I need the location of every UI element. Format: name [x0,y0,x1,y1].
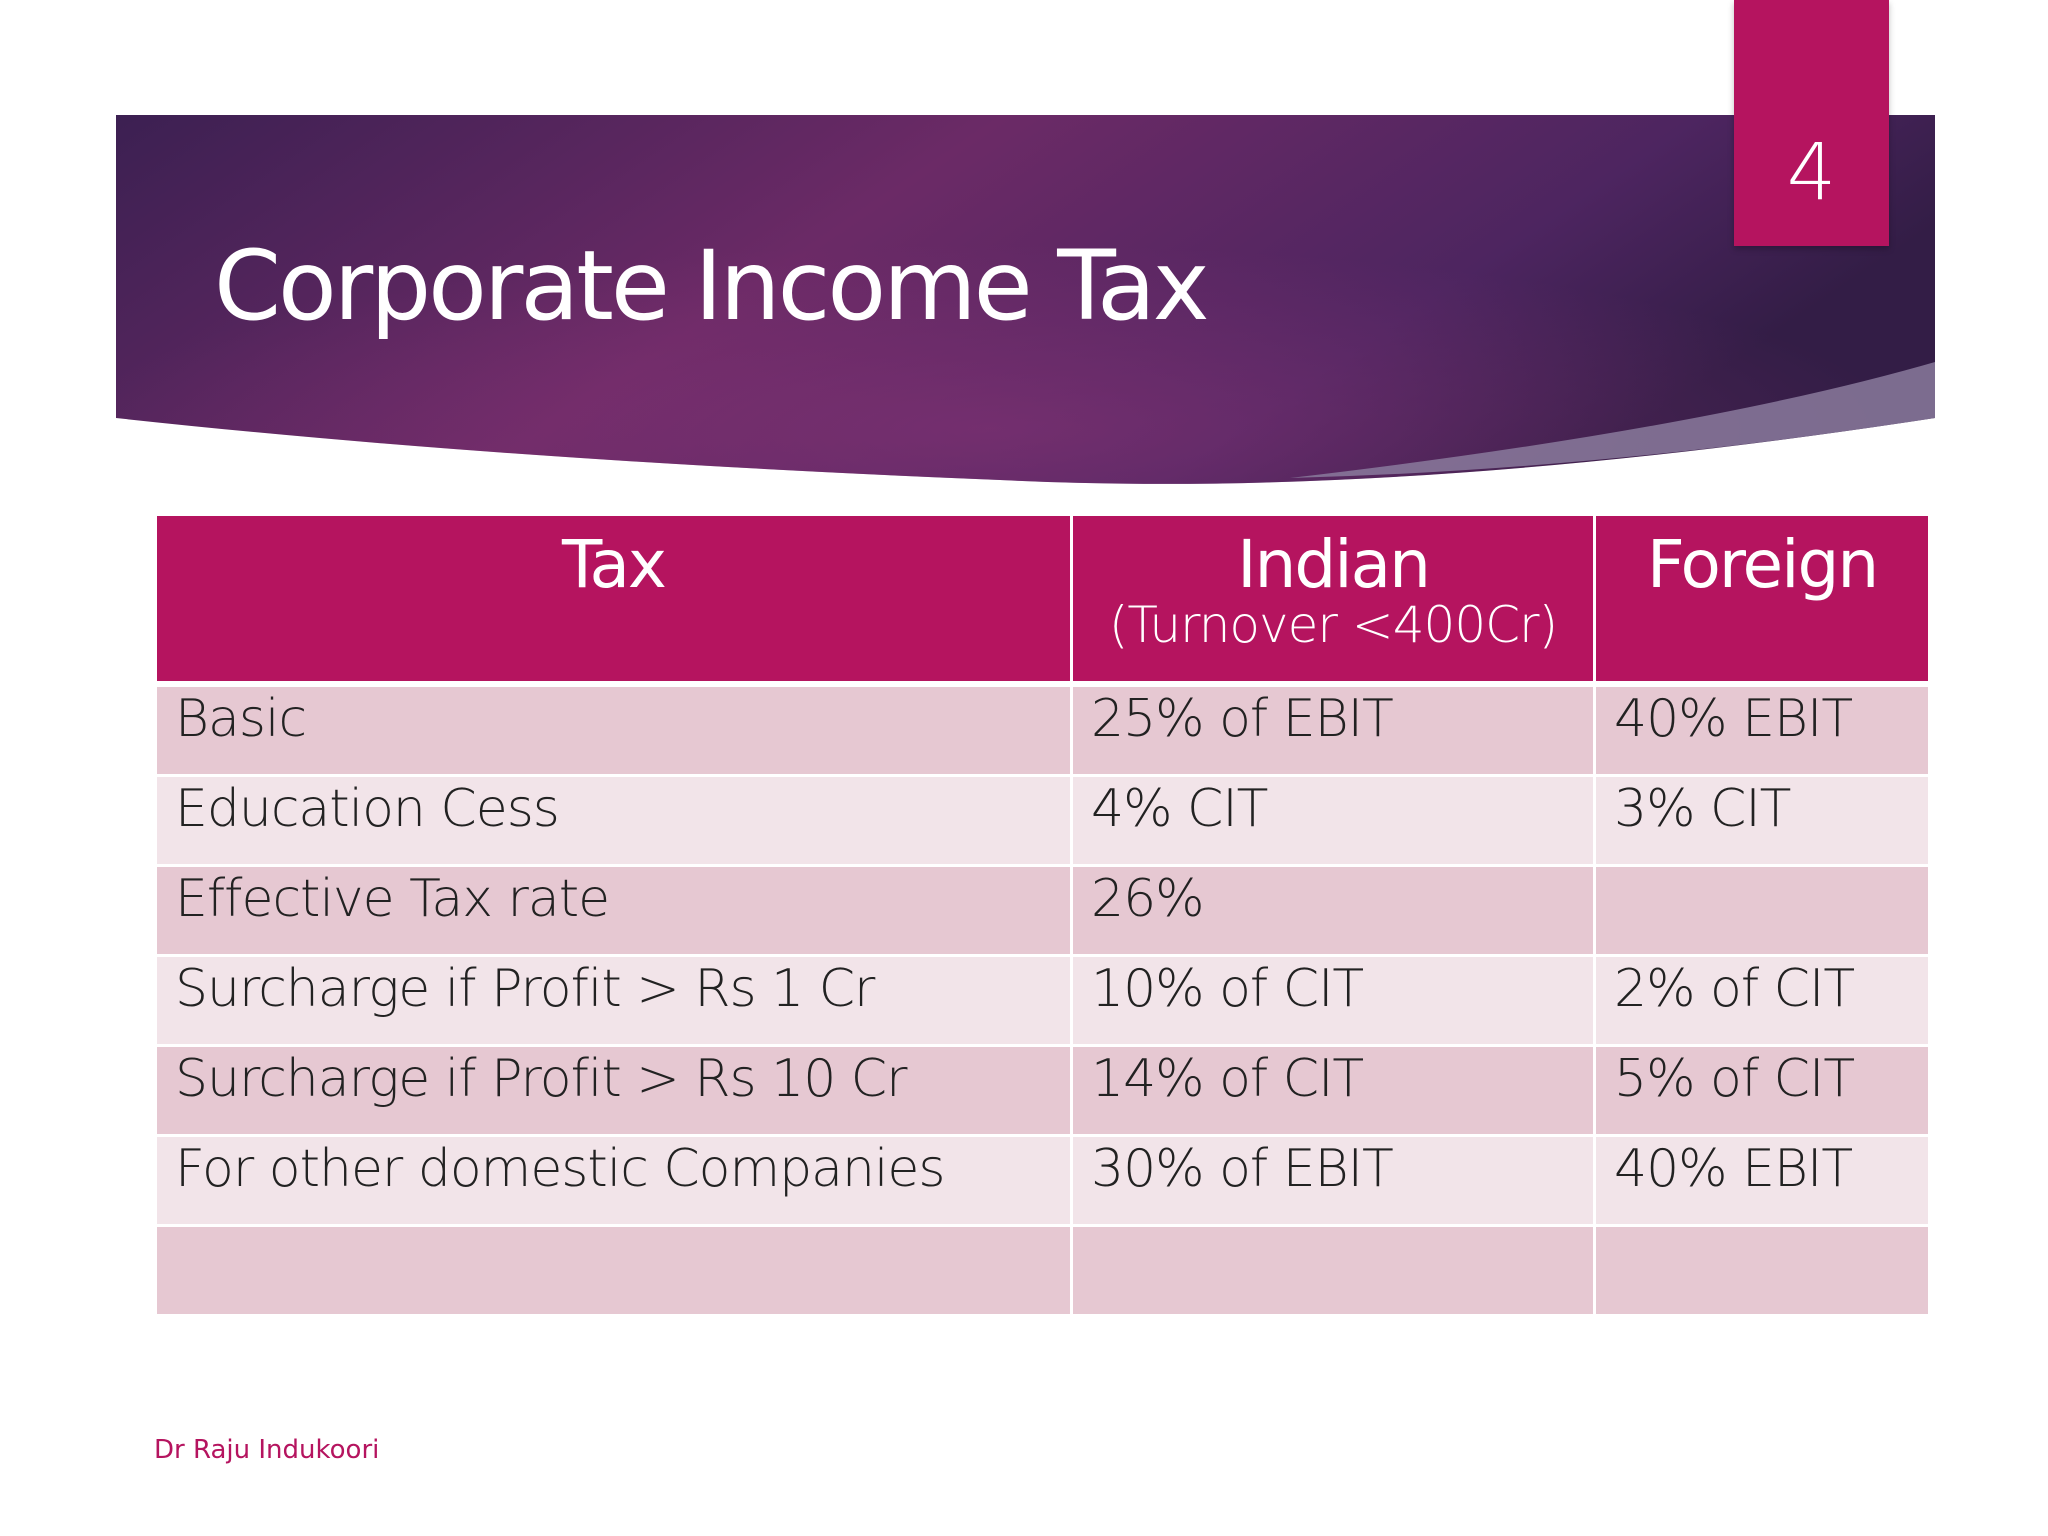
indian-value: 14% of CIT [1070,1044,1596,1137]
author-footer: Dr Raju Indukoori [154,1435,380,1465]
table-row: For other domestic Companies 30% of EBIT… [154,1134,1931,1227]
foreign-value: 40% EBIT [1593,1134,1931,1227]
foreign-value: 5% of CIT [1593,1044,1931,1137]
header-tax-label: Tax [562,526,667,603]
page-number-tab: 4 [1734,0,1889,246]
row-label: Surcharge if Profit > Rs 10 Cr [154,1044,1073,1137]
header-indian-sublabel: (Turnover <400Cr) [1108,596,1558,654]
header-tax: Tax [154,513,1073,687]
table-row: Basic 25% of EBIT 40% EBIT [154,682,1931,777]
table-row: Surcharge if Profit > Rs 1 Cr 10% of CIT… [154,954,1931,1047]
row-label: Surcharge if Profit > Rs 1 Cr [154,954,1073,1047]
row-label: Education Cess [154,774,1073,867]
indian-value: 10% of CIT [1070,954,1596,1047]
indian-value: 4% CIT [1070,774,1596,867]
header-foreign: Foreign [1593,513,1931,687]
indian-value [1070,1224,1596,1317]
foreign-value: 2% of CIT [1593,954,1931,1047]
foreign-value: 3% CIT [1593,774,1931,867]
table-row-empty [154,1224,1931,1317]
indian-value: 26% [1070,864,1596,957]
slide-title: Corporate Income Tax [214,230,1210,342]
foreign-value [1593,1224,1931,1317]
header-indian: Indian (Turnover <400Cr) [1070,513,1596,687]
header-foreign-label: Foreign [1646,526,1879,603]
row-label: Effective Tax rate [154,864,1073,957]
indian-value: 30% of EBIT [1070,1134,1596,1227]
table-header-row: Tax Indian (Turnover <400Cr) Foreign [154,513,1931,687]
page-number: 4 [1786,128,1837,218]
indian-value: 25% of EBIT [1070,682,1596,777]
row-label [154,1224,1073,1317]
table-row: Education Cess 4% CIT 3% CIT [154,774,1931,867]
table-row: Surcharge if Profit > Rs 10 Cr 14% of CI… [154,1044,1931,1137]
foreign-value [1593,864,1931,957]
tax-table: Tax Indian (Turnover <400Cr) Foreign Bas… [154,513,1931,1317]
foreign-value: 40% EBIT [1593,682,1931,777]
row-label: For other domestic Companies [154,1134,1073,1227]
header-indian-label: Indian [1237,526,1431,603]
row-label: Basic [154,682,1073,777]
table-row: Effective Tax rate 26% [154,864,1931,957]
